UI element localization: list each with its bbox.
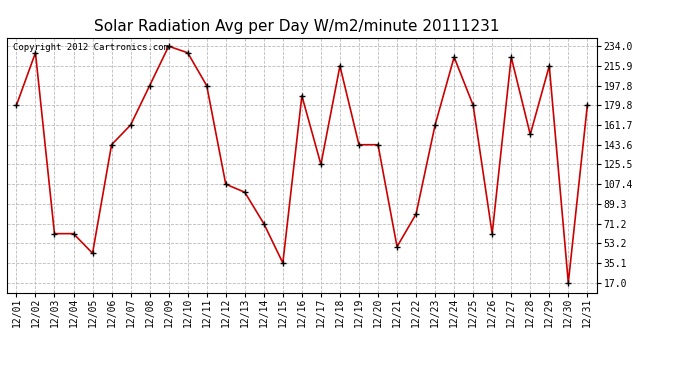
- Text: Copyright 2012 Cartronics.com: Copyright 2012 Cartronics.com: [13, 43, 168, 52]
- Text: Solar Radiation Avg per Day W/m2/minute 20111231: Solar Radiation Avg per Day W/m2/minute …: [94, 19, 500, 34]
